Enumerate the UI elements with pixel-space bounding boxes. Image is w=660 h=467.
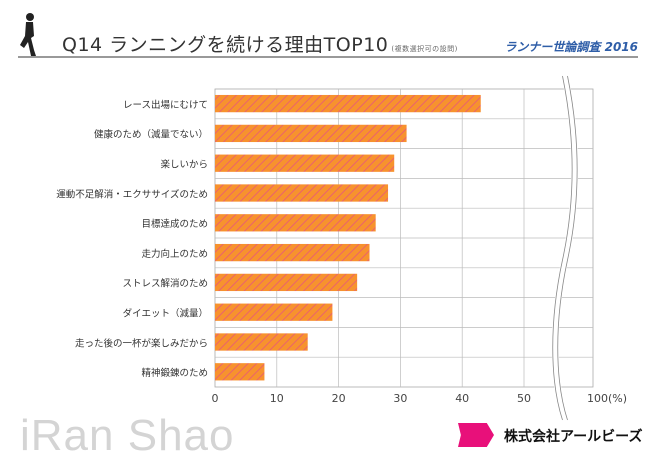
- category-label: 健康のため（減量でない）: [94, 129, 208, 141]
- bar: [215, 333, 308, 351]
- header-divider: [18, 56, 638, 58]
- axis-break-line: [552, 75, 573, 421]
- survey-name: ランナー世論調査 2016: [504, 40, 638, 54]
- category-label: 走力向上のため: [141, 248, 208, 260]
- x-tick-label: 0: [212, 392, 219, 405]
- category-label: レース出場にむけて: [123, 99, 208, 111]
- watermark: iRan Shao: [20, 411, 235, 460]
- bar: [215, 363, 265, 381]
- bar: [215, 214, 376, 232]
- category-label: ストレス解消のため: [122, 278, 208, 290]
- bar: [215, 184, 389, 202]
- x-tick-label: 30: [393, 392, 407, 405]
- x-tick-label: 10: [270, 392, 284, 405]
- x-tick-label: 50: [517, 392, 531, 405]
- bar: [215, 303, 333, 321]
- axis-break-line: [557, 75, 578, 421]
- bar: [215, 243, 370, 262]
- category-label: 走った後の一杯が楽しみだから: [75, 337, 208, 349]
- category-label: 楽しいから: [160, 159, 208, 171]
- runner-icon: [20, 13, 36, 56]
- x-tick-label: 100(%): [587, 392, 627, 405]
- title-note: (複数選択可の設問): [391, 45, 458, 53]
- bar: [215, 273, 358, 292]
- bar: [215, 154, 395, 172]
- title-text: Q14 ランニングを続ける理由TOP10: [62, 34, 389, 56]
- company-name: 株式会社アールビーズ: [504, 429, 643, 445]
- x-tick-label: 20: [332, 392, 346, 405]
- category-label: 目標達成のため: [141, 218, 208, 230]
- run-for-the-future-logo: [458, 423, 494, 447]
- bar: [215, 94, 481, 113]
- category-label: ダイエット（減量）: [123, 308, 208, 320]
- bar: [215, 124, 407, 143]
- chart-title: Q14 ランニングを続ける理由TOP10 (複数選択可の設問): [62, 30, 458, 57]
- category-label: 精神鍛錬のため: [141, 367, 208, 379]
- category-label: 運動不足解消・エクササイズのため: [56, 188, 208, 200]
- x-tick-label: 40: [455, 392, 469, 405]
- axis-break: [551, 75, 579, 422]
